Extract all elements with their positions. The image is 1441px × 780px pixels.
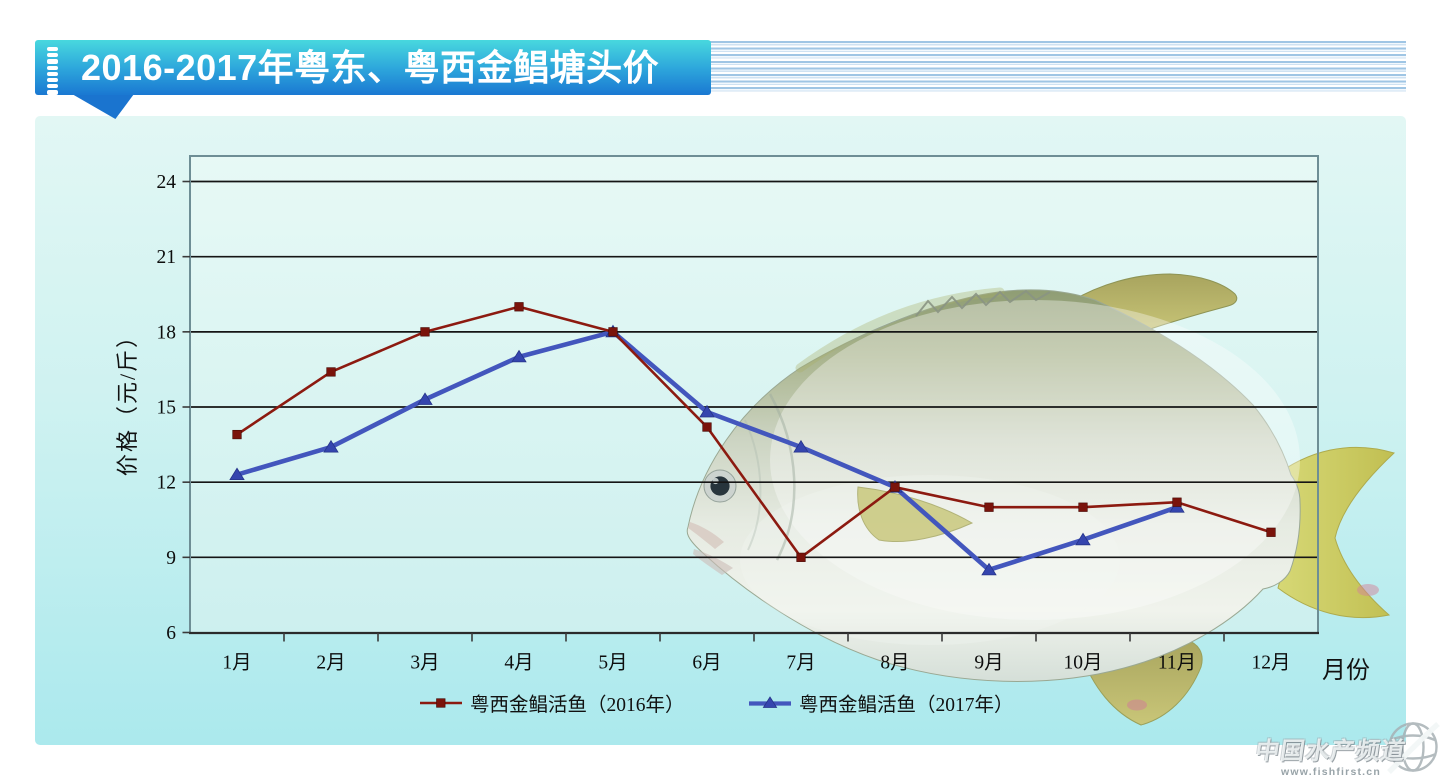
marker-square [608,327,618,337]
x-tick-label: 5月 [598,653,627,674]
page-title: 2016-2017年粤东、粤西金鲳塘头价 [81,47,660,88]
banner-dashes-icon [47,47,58,95]
marker-triangle [417,392,433,405]
y-tick-label: 12 [157,473,177,494]
fish-tail-spot [1357,584,1379,596]
x-tick-label: 4月 [504,653,533,674]
marker-triangle [229,467,245,481]
fish-operculum-line [744,419,762,551]
marker-square [702,422,712,432]
axis-ticks [182,180,1225,642]
y-axis-title: 价格（元/斤） [115,323,140,477]
x-tick-label: 10月 [1063,653,1102,674]
marker-triangle [981,562,997,576]
legend-label-2017: 粤西金鲳活鱼（2017年） [799,695,1014,716]
watermark-url: www.fishfirst.cn [1281,766,1381,778]
legend-item-2017: 粤西金鲳活鱼（2017年） [748,688,1014,717]
marker-square [796,552,806,562]
marker-square [1078,502,1088,512]
marker-triangle [323,439,339,453]
fish-eye-highlight [712,477,719,485]
x-tick-label: 1月 [222,653,251,674]
banner-pinstripes [700,41,1406,93]
marker-triangle [699,404,715,418]
marker-triangle [1075,532,1091,546]
x-tick-label: 2月 [316,653,345,674]
y-tick-label: 18 [157,322,177,343]
fish-lower-lip [693,549,733,575]
x-tick-label: 8月 [880,653,909,674]
marker-square [232,429,242,440]
y-tick-label: 21 [157,247,177,268]
marker-square [326,367,336,377]
legend-label-2016: 粤西金鲳活鱼（2016年） [470,695,685,716]
x-axis-title: 月份 [1322,658,1370,684]
y-tick-label: 6 [166,623,176,644]
y-tick-label: 15 [157,398,177,419]
marker-square [420,327,430,337]
marker-square [1172,497,1182,507]
marker-triangle [511,349,527,363]
x-tick-label: 11月 [1158,653,1196,674]
legend-line-triangle-icon [749,695,791,708]
legend-line-square-icon [420,697,462,708]
fish-photo [686,273,1395,726]
x-tick-label: 3月 [410,653,439,674]
y-tick-label: 24 [157,172,177,193]
x-tick-label: 7月 [786,653,815,674]
marker-square [890,482,900,492]
gridlines [190,180,1318,559]
watermark-title: 中国水产频道 [1253,738,1408,765]
series-line-2016 [235,305,1273,559]
x-tick-label: 9月 [974,653,1003,674]
fish-belly-highlight [740,475,1120,645]
axis-labels: 6 9 12 15 18 21 24 1月 2月 3月 4月 5月 6月 7月 8月 9月 10月 11月 12月 [157,172,1291,673]
marker-square [514,302,524,312]
x-tick-label: 6月 [692,653,721,674]
marker-triangle [793,439,809,453]
y-tick-label: 9 [166,548,176,569]
fish-upper-lip [688,522,724,549]
marker-square [984,502,994,512]
fish-dorsal-spines [915,289,1051,317]
legend-item-2016: 粤西金鲳活鱼（2016年） [419,688,685,717]
fish-gill-line [768,393,796,561]
watermark: 中国水产频道 www.fishfirst.cn [1250,731,1412,778]
title-banner: 2016-2017年粤东、粤西金鲳塘头价 [35,40,711,95]
globe-icon [1387,721,1440,774]
marker-square [1266,527,1276,537]
fish-anal-fin-spot [1127,699,1147,711]
data-series [229,302,1276,576]
x-tick-label: 12月 [1251,653,1290,674]
